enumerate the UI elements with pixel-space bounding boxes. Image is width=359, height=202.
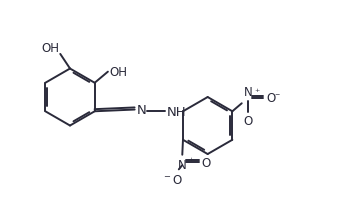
Text: N: N [244,85,252,98]
Text: N: N [178,158,187,171]
Text: $^+$: $^+$ [187,156,195,165]
Text: OH: OH [109,66,127,79]
Text: $^-$O: $^-$O [162,174,183,187]
Text: $^-$: $^-$ [273,90,281,99]
Text: OH: OH [41,42,59,55]
Text: NH: NH [166,105,186,118]
Text: N: N [137,104,147,117]
Text: O: O [201,156,211,169]
Text: O: O [243,114,253,127]
Text: $^+$: $^+$ [252,87,260,96]
Text: O: O [266,92,275,105]
